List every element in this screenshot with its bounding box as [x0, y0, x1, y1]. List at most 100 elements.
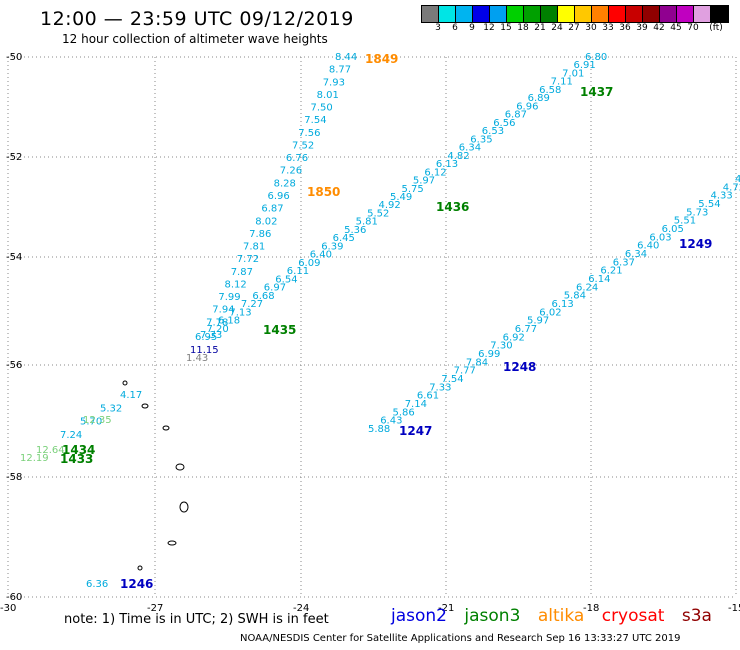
legend-jason3: jason3: [464, 606, 521, 626]
swh-value-label: 7.20: [207, 324, 229, 335]
island-outline: [141, 403, 149, 409]
swh-value-label: 7.93: [323, 77, 345, 88]
satellite-legend: jason2 jason3 altika cryosat s3a: [391, 606, 724, 626]
swh-value-label: 6.37: [613, 257, 635, 268]
swh-value-label: 6.97: [264, 283, 286, 294]
color-swatch: [575, 6, 592, 22]
color-scale-label: 70: [687, 23, 699, 33]
swh-value-label: 5.32: [100, 403, 122, 414]
swh-value-label: 6.34: [625, 249, 647, 260]
swh-value-label: 5.97: [527, 316, 549, 327]
color-swatch: [677, 6, 694, 22]
swh-value-label: 4.82: [447, 151, 469, 162]
swh-value-label: 6.40: [637, 241, 659, 252]
color-swatch: [660, 6, 677, 22]
swh-value-label: 5.54: [698, 199, 720, 210]
swh-value-label: 6.09: [298, 258, 320, 269]
pass-time-label: 1247: [399, 424, 432, 438]
swh-value-label: 6.80: [585, 52, 607, 63]
swh-value-label: 7.54: [304, 115, 326, 126]
swh-value-label: 11.15: [190, 345, 219, 356]
y-tick-label: -50: [6, 52, 22, 63]
color-scale-labels: 3 6 9 12 15 18 21 24 27 30 33 36 39 42 45 70 (ft): [421, 23, 740, 35]
island-outline: [162, 425, 170, 431]
swh-value-label: 6.40: [310, 250, 332, 261]
swh-value-label: 7.50: [311, 103, 333, 114]
x-tick-label: -30: [0, 603, 16, 614]
color-swatch: [473, 6, 490, 22]
swh-value-label: 6.76: [286, 153, 308, 164]
color-swatch: [456, 6, 473, 22]
swh-value-label: 5.49: [390, 192, 412, 203]
x-tick-label: -18: [583, 603, 599, 614]
swh-value-label: 7.26: [280, 166, 302, 177]
swh-value-label: 8.44: [335, 52, 357, 63]
swh-value-label: 7.30: [490, 341, 512, 352]
color-swatch: [558, 6, 575, 22]
color-scale-label: 18: [517, 23, 529, 33]
swh-value-label: 6.45: [333, 233, 355, 244]
swh-value-label: 7.56: [298, 128, 320, 139]
swh-value-label: 6.56: [493, 118, 515, 129]
swh-value-label: 6.36: [86, 579, 108, 590]
swh-value-label: 6.12: [424, 167, 446, 178]
swh-value-label: 6.87: [505, 110, 527, 121]
swh-value-label: 5.52: [367, 209, 389, 220]
island-outline: [175, 463, 185, 471]
swh-value-label: 7.77: [454, 366, 476, 377]
swh-value-label: 8.28: [274, 178, 296, 189]
swh-value-label: 6.14: [588, 274, 610, 285]
swh-value-label: 6.92: [503, 332, 525, 343]
island-outline: [137, 565, 143, 571]
color-scale-label: 15: [500, 23, 512, 33]
color-scale-label: 42: [653, 23, 665, 33]
x-tick-label: -24: [293, 603, 309, 614]
swh-value-label: 7.54: [441, 374, 463, 385]
color-swatch: [694, 6, 711, 22]
swh-value-label: 6.03: [649, 232, 671, 243]
swh-value-label: 7.24: [60, 430, 82, 441]
swh-value-label: 5.70: [80, 417, 102, 428]
swh-value-label: 6.77: [515, 324, 537, 335]
color-swatch: [524, 6, 541, 22]
swh-value-label: 6.91: [574, 60, 596, 71]
swh-value-label: 7.87: [231, 267, 253, 278]
swh-value-label: 6.96: [268, 191, 290, 202]
pass-time-label: 1434: [62, 443, 95, 457]
swh-value-label: 5.51: [674, 216, 696, 227]
pass-time-label: 1849: [365, 52, 398, 66]
swh-value-label: 1.43: [186, 353, 208, 364]
swh-value-label: 6.61: [417, 391, 439, 402]
swh-value-label: 6.35: [470, 134, 492, 145]
swh-value-label: 4.60: [735, 174, 740, 185]
swh-value-label: 6.96: [516, 101, 538, 112]
pass-time-label: 1436: [436, 200, 469, 214]
swh-value-label: 6.13: [436, 159, 458, 170]
swh-value-label: 6.21: [600, 266, 622, 277]
x-tick-label: -21: [438, 603, 454, 614]
color-scale-label: 24: [551, 23, 563, 33]
color-scale-label: 3: [435, 23, 441, 33]
color-swatch: [643, 6, 660, 22]
y-tick-label: -52: [6, 152, 22, 163]
credit-line: NOAA/NESDIS Center for Satellite Applica…: [240, 633, 681, 644]
swh-value-label: 6.05: [662, 224, 684, 235]
swh-value-label: 7.33: [429, 382, 451, 393]
color-scale-label: 36: [619, 23, 631, 33]
swh-value-label: 6.54: [275, 274, 297, 285]
swh-value-label: 5.81: [356, 217, 378, 228]
color-scale-label: 6: [452, 23, 458, 33]
color-swatch: [626, 6, 643, 22]
color-scale-label: 27: [568, 23, 580, 33]
swh-value-label: 4.72: [723, 182, 740, 193]
color-scale-label: (ft): [709, 23, 723, 33]
swh-value-label: 6.89: [528, 93, 550, 104]
island-outline: [122, 380, 128, 386]
swh-value-label: 5.36: [344, 225, 366, 236]
swh-value-label: 7.72: [237, 254, 259, 265]
swh-value-label: 7.81: [243, 242, 265, 253]
swh-value-label: 6.02: [539, 307, 561, 318]
x-tick-label: -27: [147, 603, 163, 614]
color-swatch: [592, 6, 609, 22]
